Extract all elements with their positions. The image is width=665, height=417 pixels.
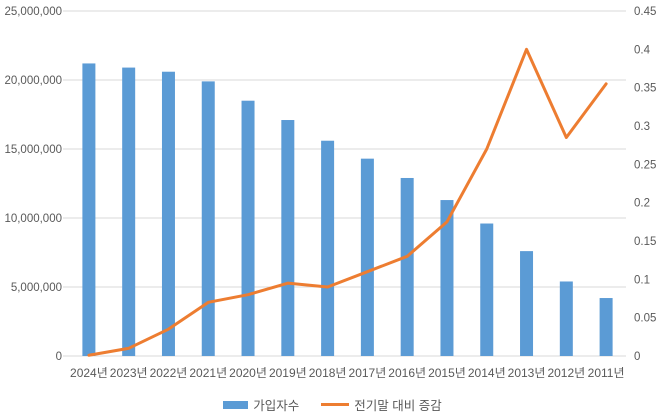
left-axis-label: 5,000,000 [11,282,62,294]
right-axis-label: 0.1 [634,274,650,286]
left-axis-label: 10,000,000 [4,213,62,225]
x-axis-label: 2021년 [189,366,227,380]
legend-item-change[interactable]: 전기말 대비 증감 [321,395,442,414]
bar-2020년 [241,100,255,356]
right-axis-label: 0 [634,351,640,363]
left-axis-label: 0 [56,351,62,363]
x-axis-label: 2020년 [229,366,267,380]
right-axis-label: 0.05 [634,313,656,325]
x-axis-label: 2017년 [349,366,387,380]
bar-2021년 [201,81,215,356]
right-axis-label: 0.45 [634,6,656,18]
x-axis-label: 2018년 [309,366,347,380]
bar-2018년 [321,140,335,356]
x-axis-label: 2013년 [508,366,546,380]
bar-2013년 [520,251,534,356]
left-axis-label: 15,000,000 [4,144,62,156]
bar-2011년 [599,298,613,356]
bar-2017년 [360,158,374,356]
x-axis-label: 2016년 [388,366,426,380]
left-axis-label: 25,000,000 [4,6,62,18]
bar-2014년 [480,223,494,356]
line-series-swatch [321,403,350,406]
right-axis-label: 0.15 [634,236,656,248]
right-axis-label: 0.3 [634,121,650,133]
legend-item-subscribers[interactable]: 가입자수 [223,395,299,414]
x-axis-label: 2011년 [588,366,625,380]
bar-2015년 [440,200,454,356]
x-axis-label: 2012년 [547,366,585,380]
right-axis-label: 0.4 [634,44,651,56]
bar-2024년 [82,63,96,356]
x-axis-label: 2023년 [110,366,148,380]
legend-label-subscribers: 가입자수 [253,399,300,413]
right-axis-label: 0.25 [634,159,656,171]
x-axis-label: 2022년 [150,366,188,380]
bar-2016년 [400,177,414,356]
x-axis-label: 2024년 [70,366,108,380]
bar-2023년 [122,67,136,356]
bar-series-swatch [223,400,249,409]
line-series [87,47,608,357]
legend: 가입자수 전기말 대비 증감 [0,395,665,414]
bar-2012년 [559,281,573,356]
bar-2022년 [161,71,175,356]
x-axis-label: 2019년 [269,366,307,380]
bar-2019년 [281,120,295,357]
x-axis-label: 2015년 [428,366,466,380]
legend-label-change: 전기말 대비 증감 [354,399,442,413]
right-axis-label: 0.35 [634,83,656,95]
right-axis-label: 0.2 [634,198,650,210]
x-axis-label: 2014년 [468,366,506,380]
left-axis-label: 20,000,000 [4,75,62,87]
